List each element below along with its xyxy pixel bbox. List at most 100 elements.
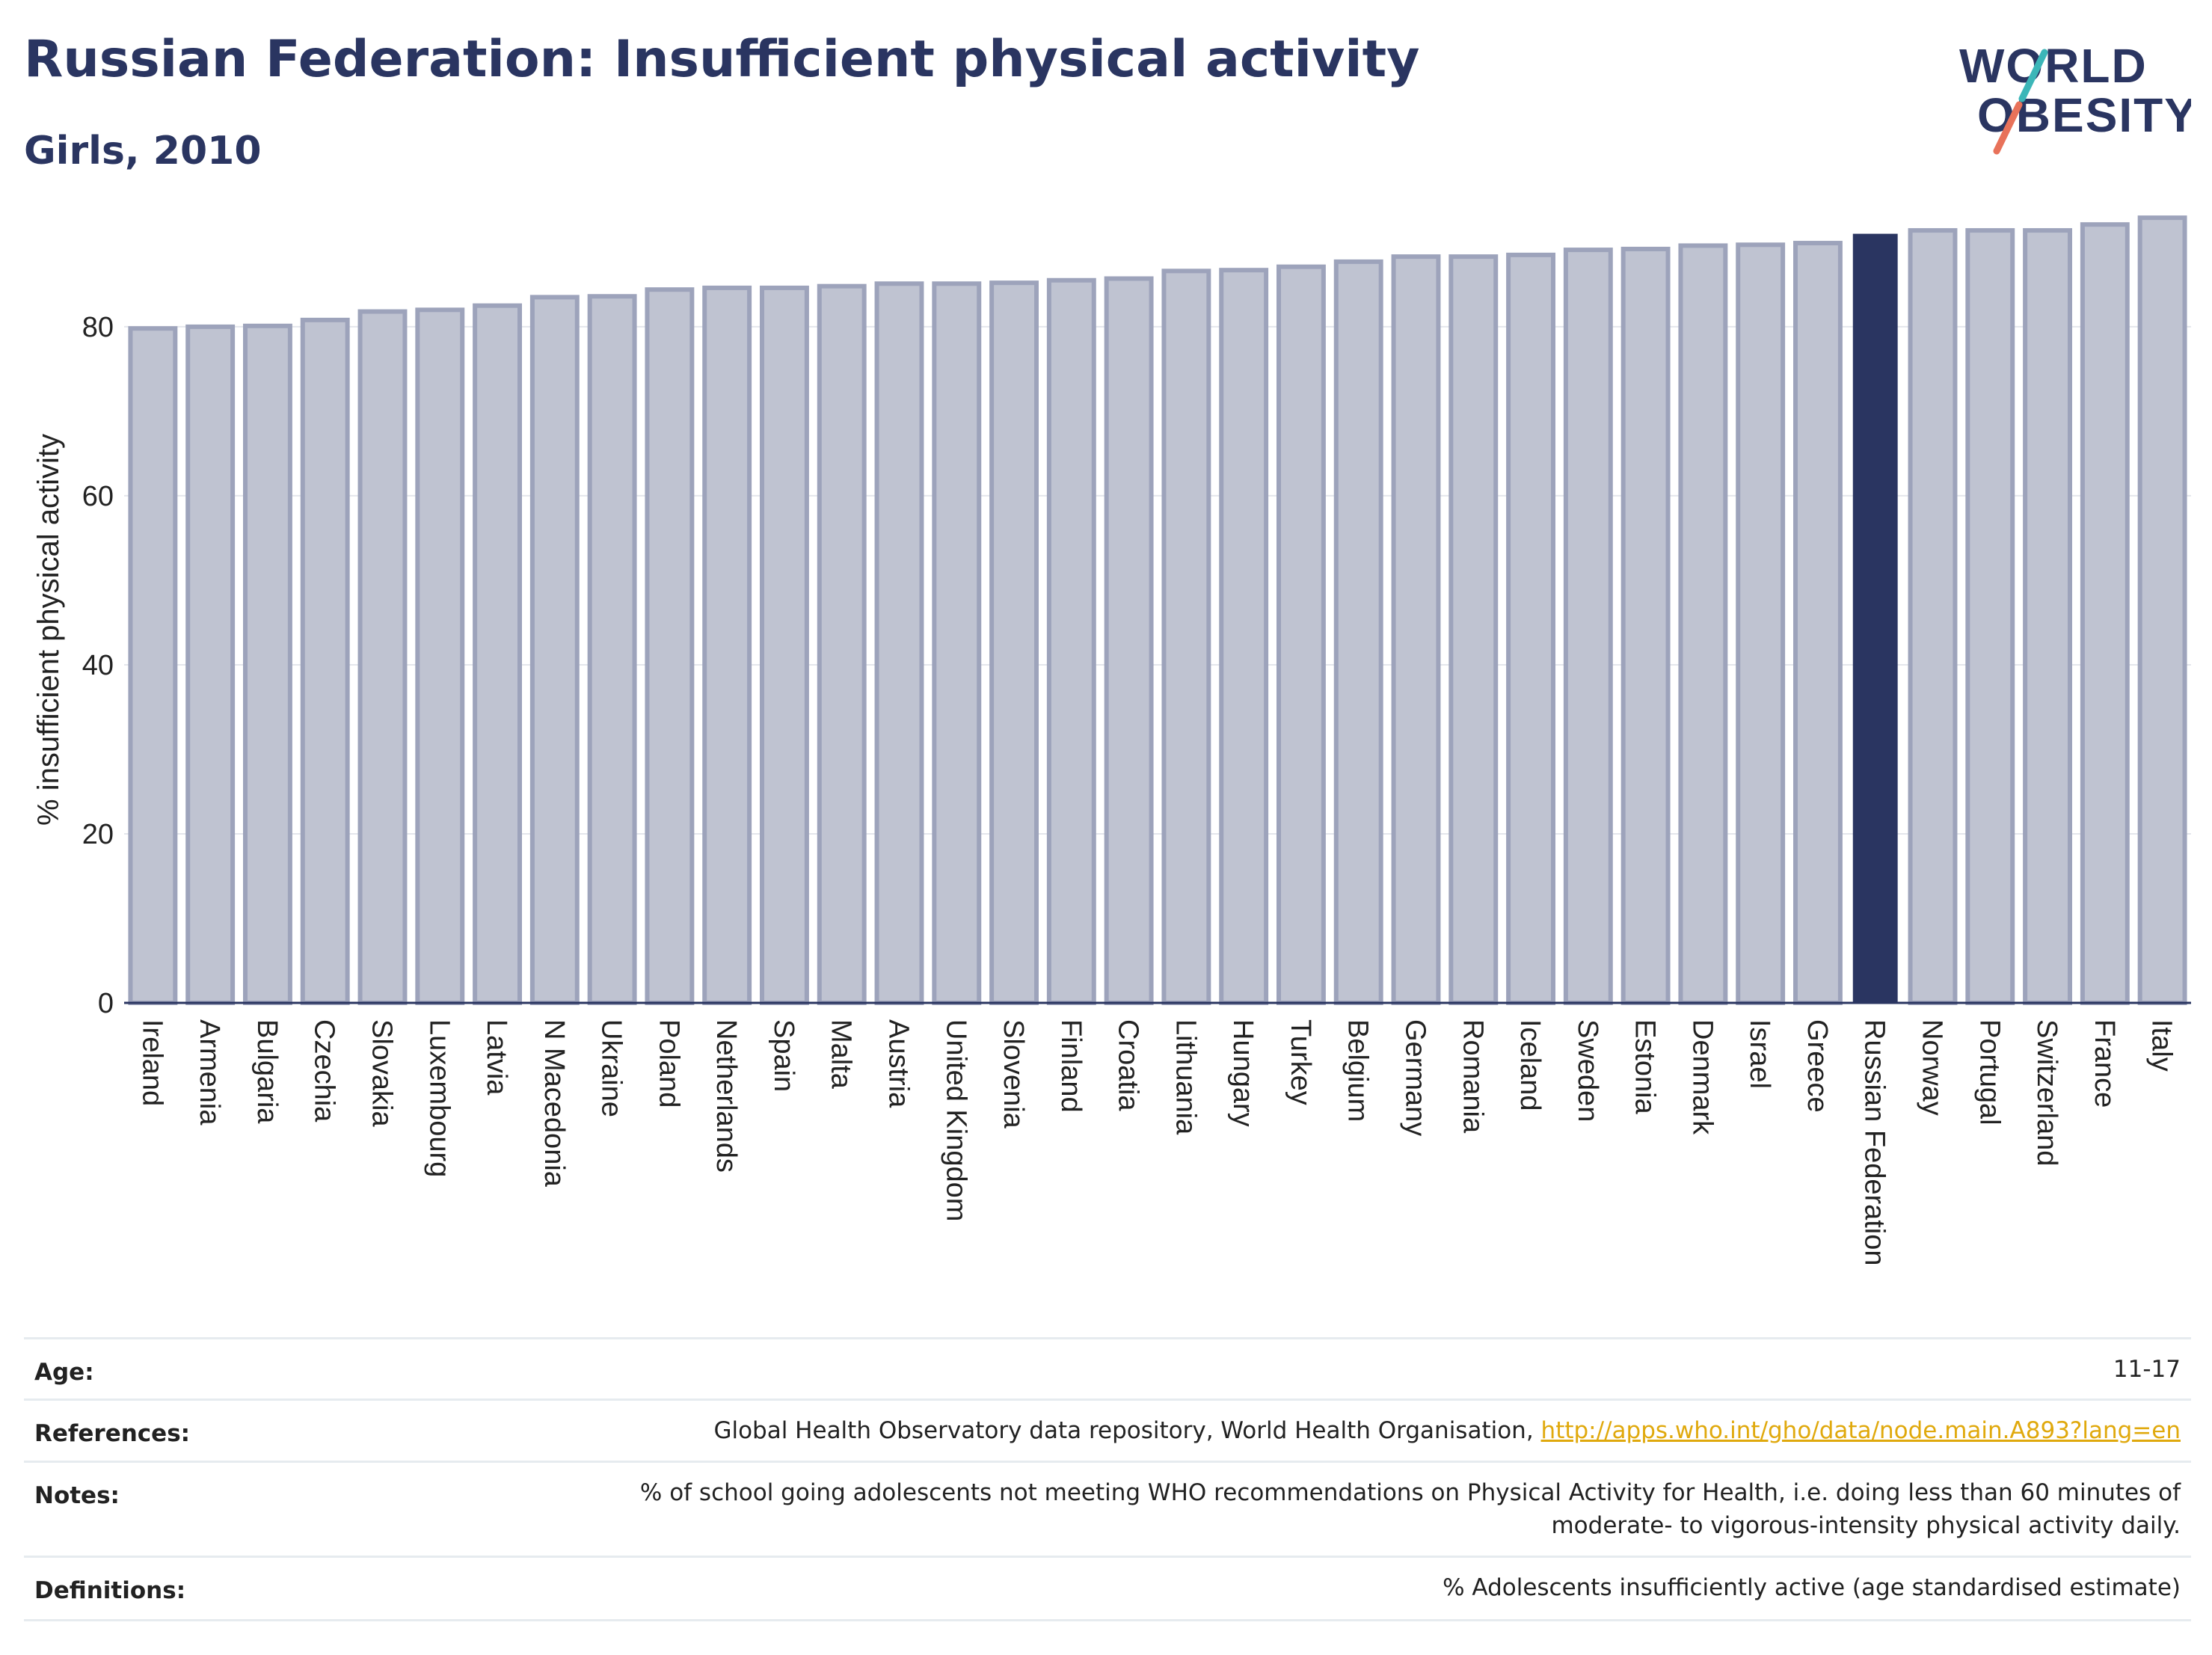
x-tick-label: Switzerland bbox=[2031, 1019, 2062, 1166]
x-tick-label: Germany bbox=[1400, 1019, 1431, 1136]
x-tick-label: Bulgaria bbox=[251, 1019, 283, 1124]
bar-turkey bbox=[1276, 264, 1326, 1005]
x-tick-label: Ukraine bbox=[596, 1019, 627, 1117]
definitions-value: % Adolescents insufficiently active (age… bbox=[1443, 1574, 2181, 1601]
x-tick-label: France bbox=[2089, 1019, 2120, 1108]
bar-portugal bbox=[1965, 228, 2015, 1006]
bar-iceland bbox=[1506, 252, 1555, 1005]
references-label: References: bbox=[34, 1420, 191, 1447]
grid-lines bbox=[124, 325, 2191, 835]
logo-slash-coral bbox=[1993, 101, 2023, 155]
x-tick-label: Sweden bbox=[1572, 1019, 1603, 1122]
x-tick-label: Armenia bbox=[194, 1019, 225, 1126]
x-tick-label: Russian Federation bbox=[1859, 1019, 1890, 1266]
world-obesity-logo: WORLD OBESITY bbox=[1959, 39, 2191, 155]
bar-spain bbox=[760, 285, 809, 1006]
x-tick-label: N Macedonia bbox=[538, 1019, 570, 1188]
x-tick-label: Netherlands bbox=[710, 1019, 742, 1173]
details-row-notes: Notes: % of school going adolescents not… bbox=[24, 1461, 2191, 1557]
bar-bulgaria bbox=[243, 323, 292, 1005]
notes-line-1: % of school going adolescents not meetin… bbox=[639, 1479, 2181, 1506]
x-tick-label: Lithuania bbox=[1170, 1019, 1201, 1135]
y-tick-label: 80 bbox=[82, 312, 114, 343]
x-tick-label: Greece bbox=[1801, 1019, 1833, 1113]
bar-norway bbox=[1908, 228, 1958, 1006]
bar-romania bbox=[1448, 254, 1499, 1005]
bar-armenia bbox=[185, 324, 236, 1005]
notes-label: Notes: bbox=[34, 1482, 120, 1509]
x-tick-label: United Kingdom bbox=[940, 1019, 971, 1221]
bar-russian-federation bbox=[1852, 233, 1898, 1003]
y-tick-label: 60 bbox=[82, 481, 114, 512]
bar-latvia bbox=[473, 303, 522, 1005]
age-label: Age: bbox=[34, 1359, 94, 1386]
bar-hungary bbox=[1219, 268, 1269, 1005]
age-value: 11-17 bbox=[2113, 1356, 2181, 1383]
bar-ukraine bbox=[587, 294, 637, 1005]
x-tick-label: Slovakia bbox=[366, 1019, 398, 1127]
definitions-label: Definitions: bbox=[34, 1577, 186, 1604]
bar-united-kingdom bbox=[932, 281, 982, 1005]
details-row-references: References: Global Health Observatory da… bbox=[24, 1398, 2191, 1462]
page-title: Russian Federation: Insufficient physica… bbox=[24, 30, 1420, 89]
y-tick-label: 20 bbox=[82, 819, 114, 850]
axes: 0 20 40 60 80 Ireland Armenia Bulgaria Czechia Sl… bbox=[82, 312, 2191, 1266]
x-tick-label: Poland bbox=[653, 1019, 684, 1108]
logo-slash-teal bbox=[2018, 49, 2048, 102]
x-tick-label: Belgium bbox=[1342, 1019, 1374, 1122]
x-tick-label: Austria bbox=[883, 1019, 915, 1108]
y-tick-label: 40 bbox=[82, 650, 114, 681]
references-text: Global Health Observatory data repositor… bbox=[713, 1417, 1541, 1444]
page-subtitle: Girls, 2010 bbox=[24, 129, 262, 174]
y-axis-title: % insufficient physical activity bbox=[32, 434, 65, 826]
x-tick-label: Ireland bbox=[136, 1019, 168, 1106]
bar-italy bbox=[2137, 215, 2187, 1005]
bar-finland bbox=[1046, 277, 1096, 1005]
bar-sweden bbox=[1563, 248, 1613, 1005]
bar-n-macedonia bbox=[529, 295, 580, 1005]
x-tick-label: Latvia bbox=[481, 1019, 512, 1096]
details-row-age: Age: 11-17 bbox=[24, 1337, 2191, 1399]
bar-slovenia bbox=[989, 280, 1039, 1005]
logo-word-world: WORLD bbox=[1959, 39, 2148, 93]
notes-line-2: moderate- to vigorous-intensity physical… bbox=[1551, 1512, 2181, 1539]
x-tick-label: Portugal bbox=[1973, 1019, 2005, 1126]
bar-belgium bbox=[1333, 259, 1383, 1005]
bar-austria bbox=[874, 281, 924, 1005]
x-tick-label: Spain bbox=[768, 1019, 799, 1092]
bar-germany bbox=[1391, 254, 1441, 1005]
x-tick-label: Malta bbox=[826, 1019, 857, 1090]
bar-france bbox=[2080, 222, 2130, 1005]
bar-switzerland bbox=[2023, 228, 2072, 1006]
bar-netherlands bbox=[702, 285, 752, 1006]
x-tick-label: Romania bbox=[1457, 1019, 1488, 1134]
bar-ireland bbox=[128, 326, 178, 1005]
bar-czechia bbox=[300, 317, 350, 1005]
x-tick-label: Israel bbox=[1744, 1019, 1775, 1089]
bar-slovakia bbox=[357, 309, 408, 1006]
x-tick-label: Norway bbox=[1917, 1019, 1948, 1116]
x-tick-label: Iceland bbox=[1514, 1019, 1546, 1111]
x-tick-label: Finland bbox=[1055, 1019, 1087, 1113]
bar-croatia bbox=[1104, 276, 1154, 1005]
bars bbox=[128, 215, 2187, 1006]
bar-denmark bbox=[1678, 243, 1728, 1005]
references-value: Global Health Observatory data repositor… bbox=[713, 1414, 2181, 1447]
x-tick-label: Slovenia bbox=[998, 1019, 1029, 1129]
bar-chart: 0 20 40 60 80 Ireland Armenia Bulgaria Czechia Sl… bbox=[32, 215, 2191, 1266]
details-row-definitions: Definitions: % Adolescents insufficientl… bbox=[24, 1556, 2191, 1621]
x-tick-label: Luxembourg bbox=[423, 1019, 455, 1177]
bar-malta bbox=[817, 283, 867, 1005]
bar-estonia bbox=[1620, 246, 1671, 1005]
x-tick-label: Hungary bbox=[1227, 1019, 1259, 1127]
x-tick-label: Italy bbox=[2146, 1019, 2178, 1072]
x-tick-label: Estonia bbox=[1629, 1019, 1661, 1115]
references-link[interactable]: http://apps.who.int/gho/data/node.main.A… bbox=[1540, 1417, 2181, 1444]
bar-poland bbox=[645, 287, 695, 1005]
notes-value: % of school going adolescents not meetin… bbox=[640, 1476, 2181, 1542]
x-tick-label: Denmark bbox=[1686, 1019, 1718, 1135]
y-tick-label: 0 bbox=[98, 988, 114, 1019]
bar-greece bbox=[1793, 241, 1843, 1005]
x-tick-label: Czechia bbox=[309, 1019, 340, 1123]
bar-luxembourg bbox=[415, 307, 465, 1005]
